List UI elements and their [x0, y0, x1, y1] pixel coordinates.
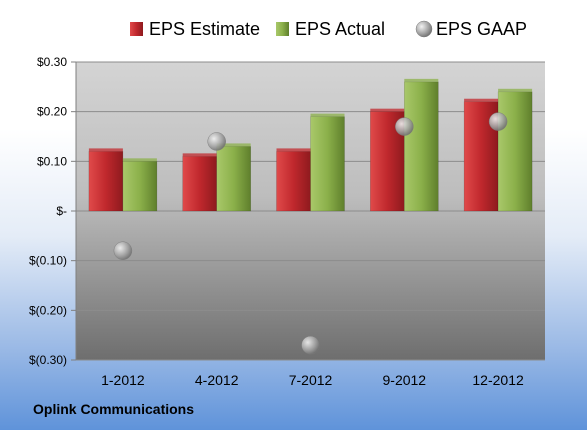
legend-label: EPS Estimate [149, 19, 260, 39]
bar-top-eps-estimate [370, 108, 405, 112]
bar-top-eps-actual [498, 88, 533, 92]
y-tick-label: $0.10 [37, 154, 67, 168]
bar-top-eps-actual [404, 78, 439, 82]
y-tick-label: $(0.30) [29, 353, 67, 367]
legend-swatch-eps-estimate [130, 22, 143, 36]
legend: EPS Estimate EPS Actual EPS GAAP [130, 19, 527, 39]
bars [88, 78, 533, 212]
x-tick-label: 9-2012 [383, 372, 427, 388]
legend-swatch-eps-gaap [415, 20, 433, 38]
bar-eps-actual [216, 146, 251, 212]
legend-swatch-eps-actual [276, 22, 289, 36]
bar-eps-actual [497, 91, 533, 212]
y-tick-label: $(0.10) [29, 254, 67, 268]
x-axis-labels: 1-2012 4-2012 7-2012 9-2012 12-2012 [101, 372, 524, 388]
bar-top-eps-actual [310, 113, 345, 117]
bar-eps-actual [310, 116, 345, 212]
bar-eps-actual [122, 161, 158, 212]
bar-top-eps-actual [122, 158, 157, 162]
marker-eps-gaap [488, 112, 508, 131]
bar-eps-actual [404, 81, 439, 212]
legend-label: EPS Actual [295, 19, 385, 39]
bar-eps-estimate [276, 151, 311, 212]
bar-eps-estimate [88, 151, 124, 212]
company-name: Oplink Communications [33, 401, 195, 417]
y-axis-ticks: $0.30 $0.20 $0.10 $- $(0.10) $(0.20) $(0.30) [29, 55, 67, 367]
legend-label: EPS GAAP [436, 19, 527, 39]
y-tick-label: $(0.20) [29, 303, 67, 317]
x-tick-label: 1-2012 [101, 372, 145, 388]
bar-eps-estimate [182, 156, 217, 212]
marker-eps-gaap [395, 117, 414, 136]
marker-eps-gaap [301, 335, 320, 355]
marker-eps-gaap [113, 241, 133, 260]
x-tick-label: 12-2012 [472, 372, 524, 388]
x-tick-label: 7-2012 [289, 372, 333, 388]
x-tick-label: 4-2012 [195, 372, 239, 388]
y-tick-label: $0.20 [37, 105, 67, 119]
marker-eps-gaap [207, 132, 226, 151]
bar-top-eps-estimate [182, 153, 217, 157]
gaap-markers [113, 112, 508, 355]
bar-top-eps-estimate [88, 148, 123, 152]
y-tick-label: $- [56, 204, 67, 218]
bar-top-eps-estimate [464, 98, 499, 102]
bar-top-eps-actual [216, 143, 251, 147]
y-tick-label: $0.30 [37, 55, 67, 69]
bar-top-eps-estimate [276, 148, 311, 152]
